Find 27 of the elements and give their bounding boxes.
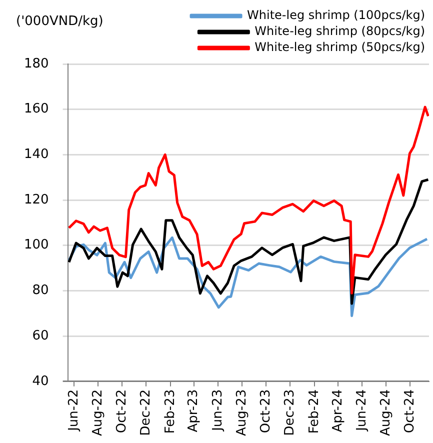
- x-tick-label: Dec-22: [138, 389, 154, 436]
- x-tick-label: Jun-23: [210, 389, 226, 432]
- legend-label: White-leg shrimp (100pcs/kg): [247, 8, 426, 22]
- y-tick-label: 180: [24, 56, 49, 72]
- y-tick-label: 40: [32, 374, 49, 389]
- y-tick-label: 60: [32, 328, 49, 344]
- x-tick-label: Oct-22: [114, 389, 130, 434]
- x-tick-label: Apr-23: [186, 389, 202, 432]
- x-tick-label: Aug-23: [234, 389, 250, 436]
- legend-label: White-leg shrimp (80pcs/kg): [254, 24, 425, 38]
- x-tick-label: Apr-24: [330, 389, 346, 432]
- y-tick-label: 160: [24, 102, 49, 117]
- legend-label: White-leg shrimp (50pcs/kg): [254, 40, 425, 54]
- y-axis-title: ('000VND/kg): [16, 14, 104, 29]
- x-tick-label: Jun-24: [354, 389, 370, 432]
- x-tick-label: Aug-24: [378, 389, 394, 436]
- x-tick-label: Oct-23: [258, 389, 274, 434]
- x-tick-label: Aug-22: [90, 389, 106, 436]
- x-tick-label: Feb-23: [162, 389, 178, 434]
- y-tick-label: 100: [24, 238, 49, 253]
- y-tick-label: 120: [24, 192, 49, 208]
- x-tick-label: Oct-24: [402, 389, 418, 434]
- y-tick-label: 80: [32, 283, 49, 298]
- x-tick-label: Dec-23: [282, 389, 298, 436]
- x-tick-label: Feb-24: [306, 389, 322, 434]
- x-tick-label: Jun-22: [66, 389, 82, 432]
- y-tick-label: 140: [24, 147, 49, 162]
